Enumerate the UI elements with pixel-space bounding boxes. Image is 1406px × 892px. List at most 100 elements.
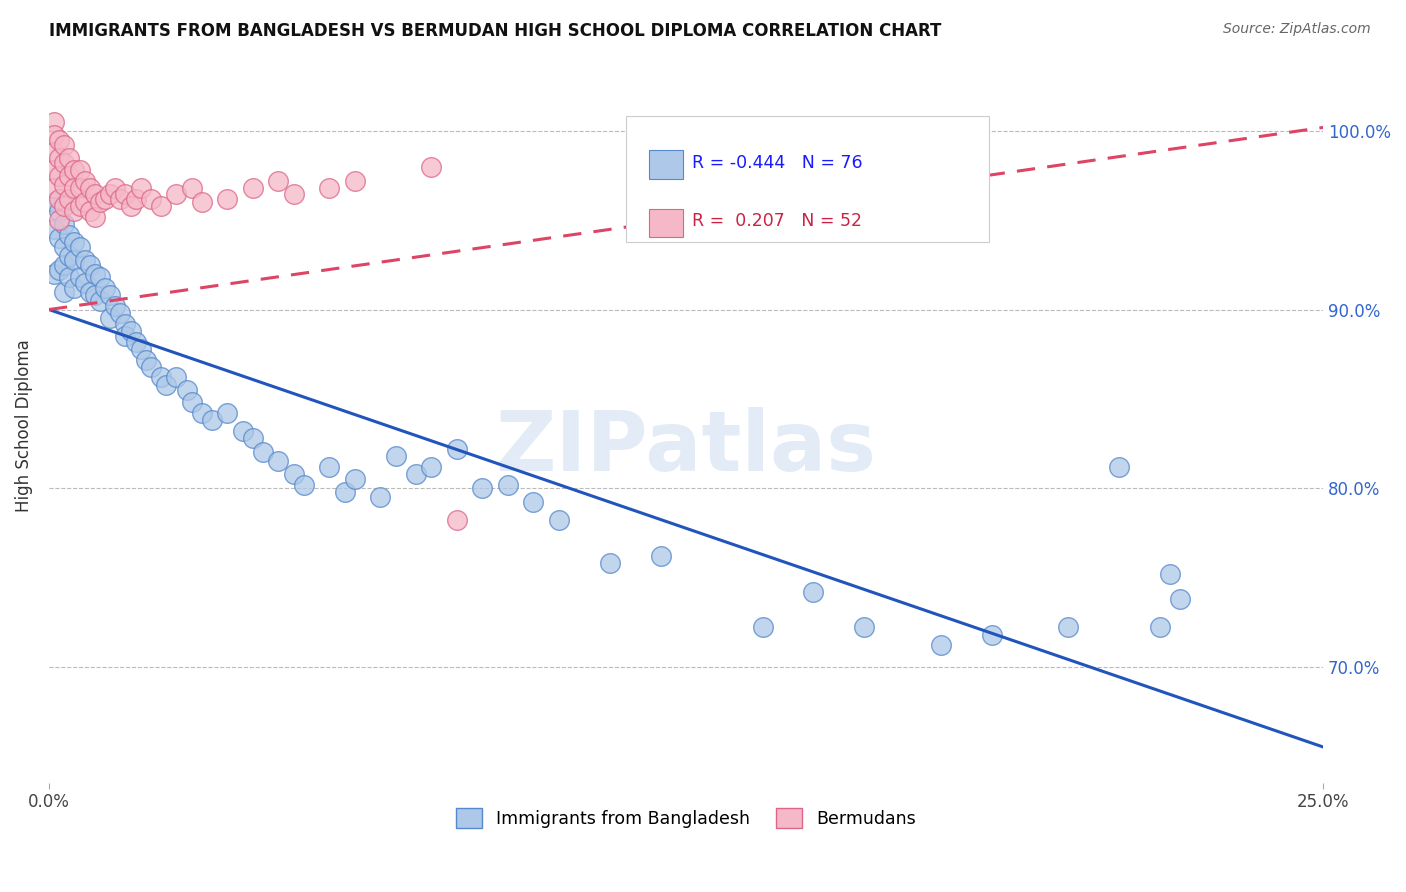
Point	[98, 311, 121, 326]
Point	[242, 431, 264, 445]
Point	[53, 240, 76, 254]
Point	[139, 359, 162, 374]
Point	[48, 169, 70, 183]
Point	[58, 270, 80, 285]
Point	[114, 329, 136, 343]
Point	[83, 210, 105, 224]
Point	[420, 160, 443, 174]
Point	[63, 163, 86, 178]
Point	[89, 270, 111, 285]
Point	[803, 584, 825, 599]
Point	[58, 151, 80, 165]
Point	[83, 288, 105, 302]
Point	[63, 235, 86, 249]
Point	[42, 145, 65, 160]
Point	[980, 627, 1002, 641]
Legend: Immigrants from Bangladesh, Bermudans: Immigrants from Bangladesh, Bermudans	[450, 801, 922, 835]
Point	[63, 181, 86, 195]
Point	[751, 620, 773, 634]
Point	[63, 281, 86, 295]
Point	[42, 115, 65, 129]
Point	[94, 281, 117, 295]
Point	[343, 472, 366, 486]
Point	[42, 163, 65, 178]
Point	[58, 227, 80, 242]
Point	[53, 199, 76, 213]
Point	[368, 490, 391, 504]
Point	[120, 324, 142, 338]
Point	[53, 285, 76, 299]
Point	[201, 413, 224, 427]
Point	[110, 192, 132, 206]
Point	[217, 406, 239, 420]
Point	[48, 204, 70, 219]
Point	[420, 459, 443, 474]
Point	[48, 192, 70, 206]
Text: Source: ZipAtlas.com: Source: ZipAtlas.com	[1223, 22, 1371, 37]
Point	[53, 138, 76, 153]
Text: IMMIGRANTS FROM BANGLADESH VS BERMUDAN HIGH SCHOOL DIPLOMA CORRELATION CHART: IMMIGRANTS FROM BANGLADESH VS BERMUDAN H…	[49, 22, 942, 40]
Point	[292, 477, 315, 491]
Point	[333, 484, 356, 499]
Point	[217, 192, 239, 206]
Point	[63, 252, 86, 267]
Point	[853, 181, 876, 195]
Point	[252, 445, 274, 459]
Point	[1108, 459, 1130, 474]
Point	[446, 513, 468, 527]
Point	[79, 258, 101, 272]
Point	[135, 352, 157, 367]
Point	[318, 181, 340, 195]
Point	[853, 620, 876, 634]
Point	[58, 249, 80, 263]
Point	[104, 181, 127, 195]
Point	[69, 163, 91, 178]
Point	[1149, 620, 1171, 634]
Point	[73, 195, 96, 210]
Point	[79, 285, 101, 299]
Point	[139, 192, 162, 206]
Point	[69, 181, 91, 195]
Point	[165, 370, 187, 384]
Point	[384, 449, 406, 463]
Point	[114, 317, 136, 331]
Point	[69, 199, 91, 213]
Point	[180, 395, 202, 409]
Point	[1170, 591, 1192, 606]
Point	[242, 181, 264, 195]
Point	[42, 128, 65, 142]
Point	[547, 513, 569, 527]
Point	[129, 342, 152, 356]
Point	[79, 204, 101, 219]
Point	[1057, 620, 1080, 634]
Point	[53, 178, 76, 192]
Y-axis label: High School Diploma: High School Diploma	[15, 339, 32, 512]
Point	[318, 459, 340, 474]
Point	[165, 186, 187, 201]
Point	[283, 186, 305, 201]
Point	[83, 186, 105, 201]
Point	[471, 481, 494, 495]
Point	[48, 213, 70, 227]
Point	[124, 192, 146, 206]
Point	[98, 186, 121, 201]
Text: R =  0.207   N = 52: R = 0.207 N = 52	[693, 212, 862, 230]
Point	[650, 549, 672, 563]
Point	[42, 222, 65, 236]
Point	[150, 370, 173, 384]
Point	[1159, 566, 1181, 581]
Point	[48, 133, 70, 147]
Text: ZIPatlas: ZIPatlas	[495, 407, 876, 488]
Point	[110, 306, 132, 320]
Point	[42, 267, 65, 281]
Point	[405, 467, 427, 481]
Point	[94, 192, 117, 206]
Point	[53, 217, 76, 231]
Point	[83, 267, 105, 281]
Point	[98, 288, 121, 302]
Point	[120, 199, 142, 213]
Point	[48, 231, 70, 245]
Point	[79, 181, 101, 195]
Point	[191, 406, 214, 420]
Point	[176, 383, 198, 397]
